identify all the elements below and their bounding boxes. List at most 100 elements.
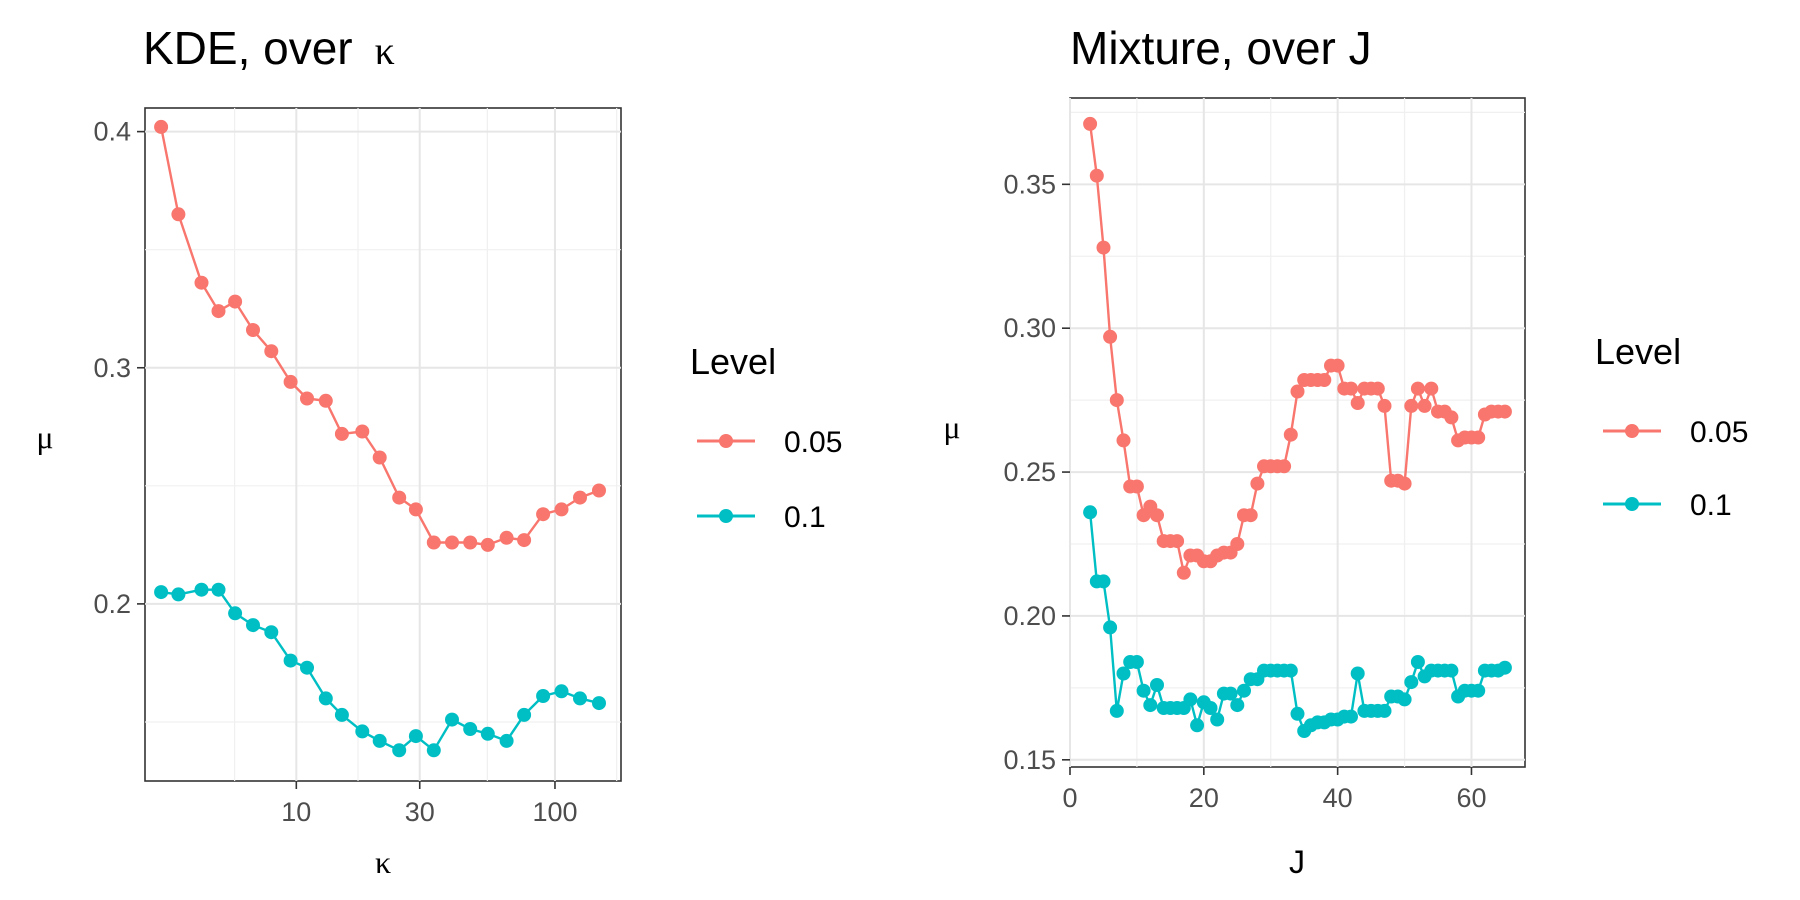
- mixture-data-point-0.1: [1143, 698, 1158, 713]
- mixture-data-point-0.1: [1109, 703, 1124, 718]
- kde-data-point-0.05: [554, 502, 569, 517]
- kde-y-axis: 0.2 0.3 0.4: [93, 117, 145, 619]
- mixture-data-point-0.1: [1096, 574, 1111, 589]
- mixture-data-point-0.1: [1471, 683, 1486, 698]
- kde-data-point-0.1: [426, 743, 441, 758]
- kde-data-point-0.05: [372, 450, 387, 465]
- mixture-data-point-0.05: [1277, 459, 1292, 474]
- mixture-data-point-0.05: [1283, 427, 1298, 442]
- kde-y-axis-label: μ: [36, 419, 53, 455]
- kde-data-point-0.1: [372, 733, 387, 748]
- kde-data-point-0.1: [283, 653, 298, 668]
- y-tick-label: 0.30: [1003, 313, 1056, 343]
- y-tick-label: 0.15: [1003, 745, 1056, 775]
- mixture-data-point-0.05: [1230, 537, 1245, 551]
- mixture-legend: Level 0.05 0.1: [1595, 331, 1748, 522]
- kde-data-point-0.05: [211, 304, 226, 319]
- x-tick-label: 100: [532, 797, 577, 827]
- kde-data-point-0.05: [445, 535, 459, 550]
- kde-data-point-0.1: [171, 587, 186, 602]
- mixture-data-point-0.1: [1230, 698, 1245, 713]
- kde-data-point-0.05: [264, 344, 279, 359]
- mixture-data-point-0.05: [1250, 476, 1265, 491]
- mixture-data-point-0.05: [1243, 508, 1258, 523]
- mixture-y-axis-label: μ: [943, 409, 960, 445]
- kde-series-line-0.05: [159, 126, 600, 547]
- mixture-data-point-0.05: [1397, 476, 1412, 491]
- mixture-data-point-0.1: [1283, 663, 1298, 678]
- kde-data-point-0.1: [480, 726, 495, 741]
- mixture-title: Mixture, over J: [1070, 22, 1372, 74]
- kde-legend-label-0.1: 0.1: [784, 501, 826, 534]
- mixture-data-point-0.1: [1350, 666, 1365, 681]
- kde-data-point-0.05: [573, 490, 587, 505]
- y-tick-label: 0.35: [1003, 169, 1056, 199]
- y-tick-label: 0.20: [1003, 601, 1056, 631]
- mixture-data-point-0.1: [1290, 706, 1305, 721]
- mixture-data-point-0.05: [1150, 508, 1164, 523]
- mixture-data-point-0.05: [1404, 398, 1419, 413]
- mixture-legend-title: Level: [1595, 331, 1681, 372]
- mixture-data-point-0.1: [1129, 655, 1144, 669]
- kde-data-point-0.1: [228, 606, 243, 621]
- kde-grid: [145, 108, 621, 781]
- kde-data-point-0.1: [592, 696, 606, 711]
- kde-legend-title: Level: [690, 341, 776, 382]
- mixture-data-point-0.1: [1150, 678, 1164, 692]
- mixture-data-point-0.05: [1344, 381, 1358, 396]
- y-tick-label: 0.4: [93, 117, 131, 147]
- kde-data-point-0.1: [573, 691, 587, 706]
- kde-legend-key-point-0.05: [719, 434, 733, 448]
- kde-data-point-0.05: [480, 537, 495, 552]
- mixture-data-point-0.05: [1471, 430, 1486, 445]
- x-tick-label: 60: [1456, 783, 1486, 813]
- mixture-data-point-0.1: [1444, 663, 1459, 678]
- kde-data-point-0.1: [517, 707, 532, 722]
- mixture-data-point-0.05: [1109, 393, 1124, 408]
- kde-title-symbol: κ: [375, 28, 395, 73]
- mixture-legend-key-point-0.05: [1625, 424, 1639, 438]
- kde-data-point-0.05: [517, 533, 532, 548]
- mixture-data-point-0.05: [1083, 116, 1098, 131]
- x-tick-label: 0: [1062, 783, 1077, 813]
- kde-data-point-0.05: [171, 207, 186, 222]
- kde-data-point-0.05: [228, 294, 243, 309]
- x-tick-label: 10: [281, 797, 311, 827]
- kde-data-point-0.05: [408, 502, 423, 517]
- kde-data-point-0.05: [154, 119, 169, 134]
- mixture-data-point-0.1: [1344, 709, 1358, 724]
- kde-data-point-0.1: [211, 582, 226, 597]
- x-tick-label: 30: [405, 797, 435, 827]
- kde-data-point-0.1: [536, 689, 551, 703]
- mixture-data-point-0.05: [1497, 404, 1512, 419]
- mixture-data-point-0.05: [1424, 381, 1439, 396]
- kde-data-point-0.05: [426, 535, 441, 550]
- kde-x-axis-label: κ: [375, 844, 391, 880]
- kde-data-point-0.1: [318, 691, 333, 706]
- mixture-data-point-0.05: [1129, 479, 1144, 494]
- kde-data-point-0.05: [246, 323, 260, 337]
- mixture-panel: Mixture, over J 0.15 0.20 0.25 0.30 0.35 0 20…: [943, 22, 1748, 880]
- kde-panel: KDE, over κ 0.2 0.3 0.4 10 30 100 κ μ Level 0…: [36, 22, 842, 880]
- kde-data-point-0.05: [355, 424, 370, 439]
- kde-data-point-0.05: [592, 483, 606, 498]
- mixture-legend-label-0.05: 0.05: [1690, 416, 1748, 449]
- mixture-data-point-0.05: [1176, 565, 1191, 580]
- kde-data-point-0.05: [283, 374, 298, 389]
- mixture-data-point-0.1: [1116, 666, 1131, 681]
- x-tick-label: 40: [1323, 783, 1353, 813]
- mixture-data-point-0.05: [1089, 168, 1104, 183]
- kde-data-point-0.05: [463, 535, 478, 550]
- kde-data-point-0.1: [408, 729, 423, 744]
- mixture-data-point-0.1: [1410, 655, 1425, 669]
- mixture-data-point-0.05: [1096, 240, 1111, 255]
- mixture-data-point-0.05: [1330, 358, 1345, 373]
- mixture-legend-key-point-0.1: [1625, 497, 1639, 511]
- mixture-data-point-0.05: [1377, 398, 1392, 413]
- mixture-data-point-0.1: [1183, 692, 1198, 707]
- mixture-data-point-0.05: [1103, 329, 1118, 344]
- kde-data-point-0.1: [445, 712, 459, 727]
- kde-legend-key-point-0.1: [719, 509, 733, 523]
- kde-data-point-0.1: [463, 722, 478, 736]
